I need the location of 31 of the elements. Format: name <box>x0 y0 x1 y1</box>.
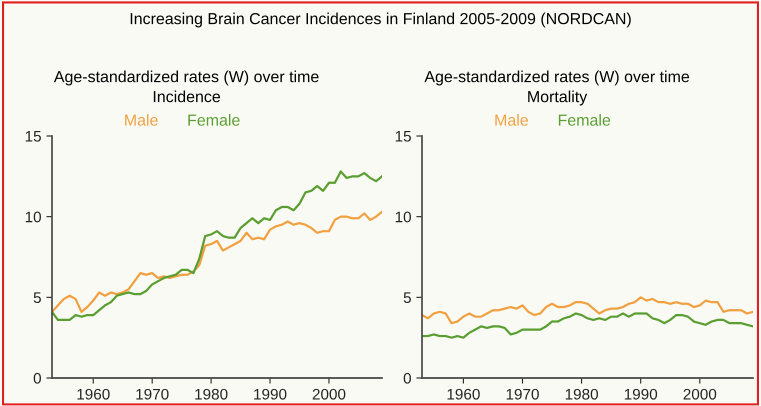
x-tick-label: 1970 <box>506 388 539 400</box>
text: Male <box>495 114 528 126</box>
x-tick-label: 1990 <box>254 388 286 400</box>
x-tick-label: 1990 <box>624 388 658 400</box>
text: Female <box>188 114 240 126</box>
line-series <box>422 312 753 339</box>
text: Increasing Brain Cancer Incidences in Finland 2005-2009 (NORDCAN) <box>130 12 631 28</box>
y-tick-label: 0 <box>404 372 411 384</box>
y-tick-label: 15 <box>26 131 41 142</box>
x-tick-label: 1960 <box>448 388 480 400</box>
chart-subtitle: Incidence <box>154 90 220 102</box>
line-series <box>52 210 382 313</box>
x-tick-label: 1980 <box>195 388 228 400</box>
chart-title: Age-standardized rates (W) over time <box>424 70 690 86</box>
y-tick-label: 15 <box>396 131 411 142</box>
y-tick-label: 5 <box>34 292 41 304</box>
y-tick-label: 5 <box>404 292 411 304</box>
x-tick-label: 2000 <box>312 388 346 400</box>
text: Female <box>558 114 610 126</box>
text: Male <box>125 114 158 126</box>
x-tick-label: 1960 <box>77 388 110 400</box>
chart-subtitle: Mortality <box>528 90 588 106</box>
x-tick-label: 1970 <box>136 388 169 400</box>
line-series <box>422 296 753 324</box>
y-tick-label: 0 <box>34 372 41 384</box>
x-tick-label: 2000 <box>684 388 716 400</box>
line-series <box>52 170 382 322</box>
x-tick-label: 1980 <box>566 388 598 400</box>
y-tick-label: 10 <box>26 212 41 222</box>
chart-title: Age-standardized rates (W) over time <box>54 70 319 86</box>
y-tick-label: 10 <box>396 212 411 222</box>
